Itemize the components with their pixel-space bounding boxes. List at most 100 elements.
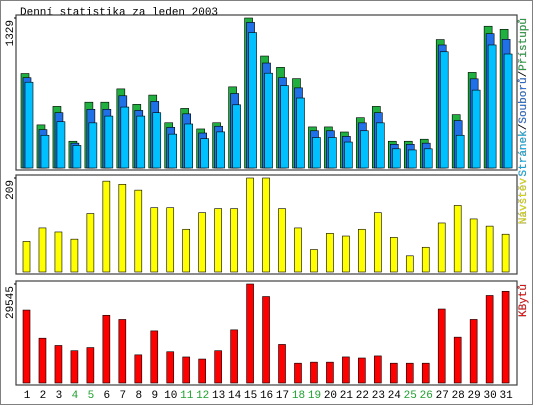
bar (104, 115, 114, 169)
x-tick-label: 12 (196, 390, 209, 402)
bar (376, 122, 385, 169)
bar (182, 356, 190, 384)
y-tick-label: 209 (5, 180, 17, 200)
bar (278, 344, 286, 384)
bar (40, 134, 50, 169)
bar (487, 44, 497, 169)
x-tick-label: 18 (292, 390, 305, 402)
bar (326, 361, 334, 384)
bar (296, 97, 305, 169)
x-tick-label: 2 (40, 390, 47, 402)
x-tick-label: 19 (308, 390, 321, 402)
x-tick-label: 22 (356, 390, 369, 402)
bar (310, 249, 318, 273)
bar (501, 290, 510, 384)
bar (280, 85, 289, 169)
bar (358, 357, 366, 384)
bar (344, 141, 353, 169)
bar (70, 350, 79, 384)
x-tick-label: 8 (135, 390, 142, 402)
bar (120, 106, 130, 169)
x-tick-label: 11 (180, 390, 194, 402)
bar (405, 255, 414, 273)
x-tick-label: 24 (388, 390, 402, 402)
bar (38, 227, 47, 273)
bar (102, 180, 111, 273)
bar (182, 228, 190, 273)
x-tick-label: 1 (24, 390, 31, 402)
legend-entry: Přístupů (517, 18, 530, 71)
bar (216, 131, 225, 169)
bar (294, 227, 302, 273)
bar (437, 308, 446, 384)
bar (22, 241, 31, 273)
bar (469, 218, 478, 273)
bar (168, 133, 178, 169)
bar (150, 330, 159, 384)
bar (278, 208, 286, 273)
bar (72, 145, 82, 169)
bar (421, 246, 430, 273)
bar (136, 115, 146, 169)
bar (485, 295, 494, 384)
bar (54, 345, 63, 384)
legend: KBytů (517, 284, 530, 317)
x-tick-label: 21 (340, 390, 354, 402)
bar (328, 137, 337, 169)
bar (262, 296, 270, 384)
bar (342, 235, 350, 273)
bar (214, 350, 222, 384)
bar (312, 137, 321, 169)
x-tick-label: 23 (372, 390, 385, 402)
bar (471, 89, 481, 169)
bar (230, 208, 238, 273)
bar (262, 177, 270, 273)
bar (230, 329, 238, 384)
x-tick-label: 14 (228, 390, 242, 402)
bar (166, 207, 175, 273)
bar (407, 149, 417, 169)
y-tick-label: 29545 (5, 286, 17, 319)
bar (374, 212, 382, 273)
bar (198, 212, 206, 273)
bar (246, 177, 254, 273)
bar (437, 222, 446, 273)
bar (134, 189, 143, 273)
x-tick-label: 28 (452, 390, 465, 402)
legend-entry: Souborů (517, 77, 530, 123)
bar (152, 112, 162, 169)
x-tick-label: 4 (72, 390, 79, 402)
bar (86, 213, 95, 273)
x-tick-label: 5 (88, 390, 95, 402)
x-tick-label: 30 (484, 390, 497, 402)
x-tick-label: 26 (420, 390, 433, 402)
bar (453, 336, 462, 384)
bar (405, 362, 414, 384)
x-tick-label: 17 (276, 390, 289, 402)
bar (469, 319, 478, 384)
bar (22, 309, 31, 384)
legend: Návštěv (518, 178, 530, 225)
legend: Stránek/Souborů/Přístupů (517, 18, 530, 176)
x-tick-label: 20 (324, 390, 337, 402)
bar (56, 121, 66, 169)
bar (503, 53, 513, 169)
x-tick-label: 29 (468, 390, 481, 402)
bar (358, 228, 366, 273)
x-tick-label: 10 (164, 390, 177, 402)
legend-separator: / (518, 71, 530, 78)
bar (390, 362, 398, 384)
bar (86, 347, 95, 384)
bar (198, 358, 206, 384)
bar (214, 208, 222, 273)
bar (485, 225, 494, 273)
legend-separator: / (518, 124, 530, 131)
x-tick-label: 13 (212, 390, 225, 402)
x-tick-label: 25 (404, 390, 417, 402)
bar (248, 32, 257, 169)
bar (360, 130, 369, 169)
bar (102, 314, 111, 384)
bar (38, 337, 47, 384)
bar (118, 183, 127, 273)
